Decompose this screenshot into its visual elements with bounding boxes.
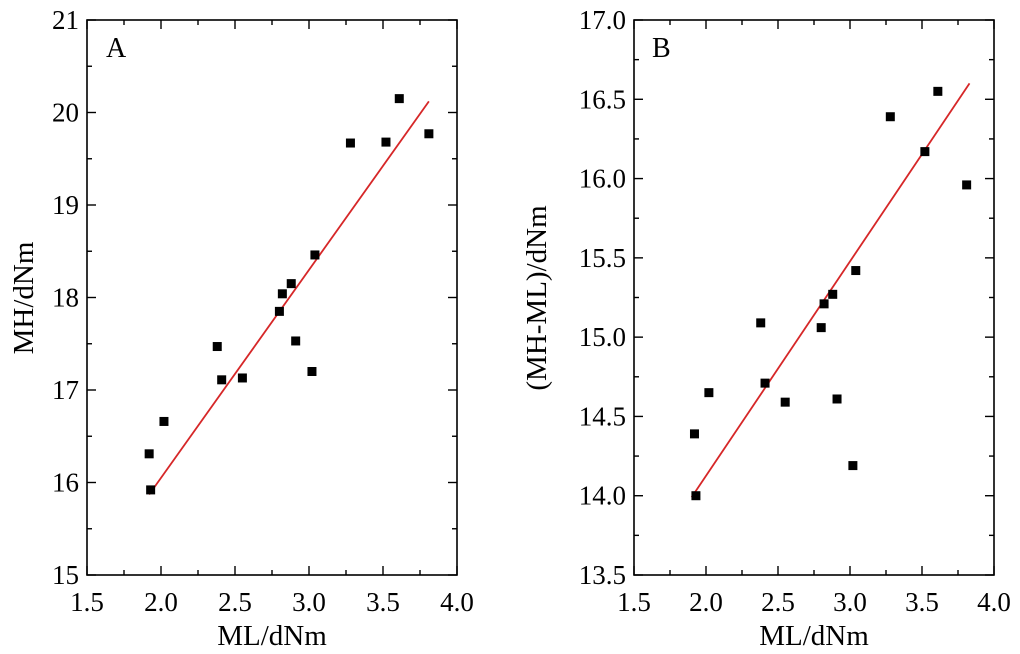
panel-b-data-point [691, 491, 701, 501]
panel-b-data-point [816, 323, 826, 333]
panel-a-y-tick-label: 20 [52, 98, 79, 128]
panel-b-y-tick-label: 15.0 [579, 322, 626, 352]
panel-b-plot-frame [633, 19, 995, 576]
panel-b-data-point [832, 394, 842, 404]
panel-a-x-axis-label: ML/dNm [217, 620, 327, 652]
panel-a-label: A [106, 33, 127, 64]
panel-a-data-point [217, 375, 227, 385]
panel-b-y-tick-label: 14.5 [579, 401, 626, 431]
panel-b-x-tick-label: 4.0 [977, 587, 1011, 617]
panel-b-y-tick-label: 16.5 [579, 84, 626, 114]
panel-a-y-tick-label: 19 [52, 190, 79, 220]
panel-b-x-tick-label: 2.5 [761, 587, 795, 617]
panel-a-y-tick-label: 15 [52, 560, 79, 590]
panel-a-y-tick-label: 17 [52, 375, 79, 405]
panel-a-data-point [381, 137, 391, 147]
panel-b-x-tick-label: 3.0 [833, 587, 867, 617]
panel-b-y-tick-label: 16.0 [579, 164, 626, 194]
panel-a-fit-line [148, 100, 430, 496]
panel-a-data-point [144, 449, 154, 459]
panel-b-x-tick-label: 2.0 [689, 587, 723, 617]
panel-b-x-ticks: 1.5 2.0 2.5 3.0 3.5 4.0 [617, 20, 1011, 617]
panel-a-data-point [345, 138, 355, 148]
panel-a-y-tick-label: 21 [52, 5, 79, 35]
panel-a-data-point [394, 94, 404, 104]
panel-b-y-ticks: 13.5 14.0 14.5 15.0 15.5 16.0 16.5 17.0 [579, 5, 994, 590]
panel-b-y-tick-label: 15.5 [579, 243, 626, 273]
panel-b-x-axis-label: ML/dNm [759, 620, 869, 652]
panel-a-data-point [310, 250, 320, 260]
panel-b-data-point [920, 147, 930, 157]
panel-b-y-axis-label: (MH-ML)/dNm [521, 205, 553, 391]
panel-b-points [689, 86, 972, 501]
panel-b-y-tick-label: 13.5 [579, 560, 626, 590]
panel-a-data-point [286, 279, 296, 289]
panel-a-data-point [277, 289, 287, 299]
panel-a-data-point [274, 306, 284, 316]
panel-b-data-point [819, 299, 829, 309]
panel-b-data-point [704, 388, 714, 398]
panel-a-plot-frame [86, 19, 458, 576]
panel-b-data-point [933, 86, 943, 96]
panel-a-x-tick-label: 3.5 [366, 587, 400, 617]
panel-b-chart: 1.5 2.0 2.5 3.0 3.5 4.0 13.514.014.515.015.51… [521, 5, 1011, 652]
panel-a-data-point [212, 342, 222, 352]
panel-b-y-tick-label: 17.0 [579, 5, 626, 35]
panel-a-data-point [146, 485, 156, 495]
panel-a-y-tick-label: 16 [52, 468, 79, 498]
panel-b-data-point [851, 266, 861, 276]
panel-a-x-tick-label: 2.5 [218, 587, 252, 617]
panel-a-y-tick-label: 18 [52, 283, 79, 313]
panel-b-x-tick-label: 1.5 [617, 587, 651, 617]
panel-a-y-axis-label: MH/dNm [8, 241, 40, 354]
panel-a-x-ticks: 1.5 2.0 2.5 3.0 3.5 4.0 [70, 20, 474, 617]
panel-a-points [144, 94, 434, 495]
panel-b-data-point [760, 378, 770, 388]
panel-a-data-point [291, 336, 301, 346]
panel-b-data-point [962, 180, 972, 190]
panel-a-data-point [424, 129, 434, 139]
panel-a-data-point [159, 416, 169, 426]
panel-a-x-tick-label: 3.0 [292, 587, 326, 617]
panel-a-data-point [237, 373, 247, 383]
panel-a-x-tick-label: 2.0 [144, 587, 178, 617]
panel-a-chart: 1.5 2.0 2.5 3.0 3.5 4.0 15 16 17 18 19 20 21 A ML/d… [8, 5, 474, 652]
panel-b-data-point [689, 429, 699, 439]
panel-b-data-point [780, 397, 790, 407]
panel-b-data-point [848, 461, 858, 471]
panel-b-data-point [828, 289, 838, 299]
panel-a-x-tick-label: 1.5 [70, 587, 104, 617]
panel-a-data-point [307, 367, 317, 376]
panel-b-data-point [885, 112, 895, 122]
panel-b-data-point [756, 318, 766, 328]
panel-b-label: B [652, 33, 671, 64]
panel-b-y-tick-label: 14.0 [579, 481, 626, 511]
panel-a-x-tick-label: 4.0 [440, 587, 474, 617]
panel-a-y-ticks: 15 16 17 18 19 20 21 [52, 5, 457, 590]
panel-b-x-tick-label: 3.5 [905, 587, 939, 617]
